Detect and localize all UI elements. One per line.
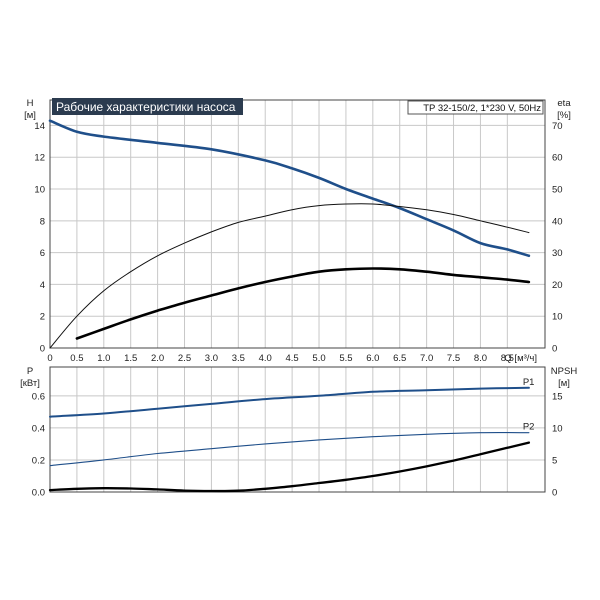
x-tick-label: 1.0 (97, 353, 110, 364)
x-tick-label: 2.0 (151, 353, 164, 364)
y-axis-unit: [кВт] (20, 378, 40, 389)
frame-layer (49, 98, 546, 493)
x-tick-label: 3.5 (232, 353, 245, 364)
curve-layer (48, 119, 531, 493)
x-axis-label: Q [м³/ч] (504, 353, 537, 364)
y2-axis-unit: [%] (557, 110, 571, 121)
y-tick-label: 0 (40, 344, 45, 355)
y2-tick-label: 50 (552, 185, 563, 196)
plot-frame (49, 366, 546, 493)
x-tick-label: 5.0 (312, 353, 325, 364)
y-axis-label: H (27, 98, 34, 109)
y2-tick-label: 0 (552, 488, 557, 499)
y2-tick-label: 5 (552, 455, 557, 466)
model-label: TP 32-150/2, 1*230 V, 50Hz (423, 103, 541, 114)
y-tick-label: 14 (34, 121, 45, 132)
y2-tick-label: 40 (552, 216, 563, 227)
series-line (49, 203, 530, 349)
y2-axis-label: NPSH (551, 366, 578, 377)
y2-axis-unit: [м] (558, 378, 570, 389)
y-axis-unit: [м] (24, 110, 36, 121)
series-line-p2 (49, 432, 530, 467)
y2-tick-label: 10 (552, 312, 563, 323)
y2-tick-label: 0 (552, 344, 557, 355)
series-line (48, 119, 531, 258)
x-tick-label: 3.0 (205, 353, 218, 364)
y-tick-label: 12 (34, 153, 45, 164)
series-label-p1: P1 (523, 377, 535, 388)
x-tick-label: 6.5 (393, 353, 406, 364)
y2-tick-label: 30 (552, 248, 563, 259)
x-tick-label: 1.5 (124, 353, 137, 364)
x-tick-label: 4.0 (259, 353, 272, 364)
y2-axis-label: eta (557, 98, 571, 109)
y-tick-label: 0.4 (32, 423, 45, 434)
y-tick-label: 8 (40, 216, 45, 227)
y2-tick-label: 60 (552, 153, 563, 164)
series-line (75, 267, 531, 340)
y-tick-label: 10 (34, 185, 45, 196)
y2-tick-label: 20 (552, 280, 563, 291)
x-tick-label: 7.5 (447, 353, 460, 364)
y-tick-label: 4 (40, 280, 45, 291)
y-tick-label: 0.6 (32, 391, 45, 402)
x-tick-label: 5.5 (339, 353, 352, 364)
x-tick-label: 4.5 (286, 353, 299, 364)
y-tick-label: 6 (40, 248, 45, 259)
x-tick-label: 8.5 (501, 353, 514, 364)
chart-title-bar (52, 98, 243, 115)
y-tick-label: 2 (40, 312, 45, 323)
x-tick-label: 6.0 (366, 353, 379, 364)
x-tick-label: 0.5 (70, 353, 83, 364)
y-tick-label: 0.0 (32, 488, 45, 499)
y2-tick-label: 15 (552, 391, 563, 402)
y-axis-label: P (27, 366, 33, 377)
y2-tick-label: 70 (552, 121, 563, 132)
model-box (407, 100, 544, 115)
x-tick-label: 2.5 (178, 353, 191, 364)
x-tick-label: 8.0 (474, 353, 487, 364)
plot-frame (49, 99, 546, 349)
series-line-p1 (49, 386, 530, 418)
y2-tick-label: 10 (552, 423, 563, 434)
x-tick-label: 0 (47, 353, 52, 364)
series-label-p2: P2 (523, 422, 535, 433)
chart-title: Рабочие характеристики насоса (56, 100, 236, 114)
y-tick-label: 0.2 (32, 455, 45, 466)
series-line (48, 441, 531, 493)
x-tick-label: 7.0 (420, 353, 433, 364)
